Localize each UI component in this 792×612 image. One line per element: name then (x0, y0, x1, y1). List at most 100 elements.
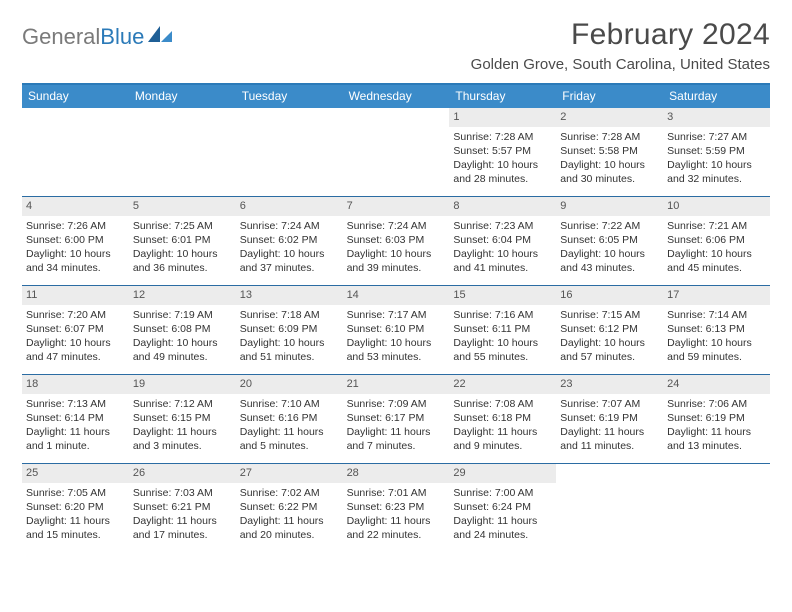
calendar-day: 15Sunrise: 7:16 AMSunset: 6:11 PMDayligh… (449, 286, 556, 374)
sunset-line: Sunset: 5:58 PM (560, 144, 659, 158)
daylight-line: Daylight: 11 hours and 3 minutes. (133, 425, 232, 453)
header-row: GeneralBlue February 2024 Golden Grove, … (22, 18, 770, 73)
day-number: 5 (129, 197, 236, 216)
sunrise-line: Sunrise: 7:00 AM (453, 486, 552, 500)
sunset-line: Sunset: 6:02 PM (240, 233, 339, 247)
day-number: 25 (22, 464, 129, 483)
daylight-line: Daylight: 10 hours and 53 minutes. (347, 336, 446, 364)
calendar-day: 9Sunrise: 7:22 AMSunset: 6:05 PMDaylight… (556, 197, 663, 285)
sunset-line: Sunset: 6:17 PM (347, 411, 446, 425)
calendar-day: 13Sunrise: 7:18 AMSunset: 6:09 PMDayligh… (236, 286, 343, 374)
sunset-line: Sunset: 6:04 PM (453, 233, 552, 247)
sunset-line: Sunset: 6:03 PM (347, 233, 446, 247)
weeks-container: 1Sunrise: 7:28 AMSunset: 5:57 PMDaylight… (22, 108, 770, 552)
day-number: 17 (663, 286, 770, 305)
day-number: 23 (556, 375, 663, 394)
sunrise-line: Sunrise: 7:07 AM (560, 397, 659, 411)
sunrise-line: Sunrise: 7:19 AM (133, 308, 232, 322)
weekday-monday: Monday (129, 85, 236, 108)
day-number: 7 (343, 197, 450, 216)
location-subtitle: Golden Grove, South Carolina, United Sta… (471, 56, 770, 73)
weekday-friday: Friday (556, 85, 663, 108)
calendar-day: 1Sunrise: 7:28 AMSunset: 5:57 PMDaylight… (449, 108, 556, 196)
calendar-day: 2Sunrise: 7:28 AMSunset: 5:58 PMDaylight… (556, 108, 663, 196)
calendar-day: 27Sunrise: 7:02 AMSunset: 6:22 PMDayligh… (236, 464, 343, 552)
sunset-line: Sunset: 6:23 PM (347, 500, 446, 514)
sunset-line: Sunset: 6:12 PM (560, 322, 659, 336)
sunrise-line: Sunrise: 7:02 AM (240, 486, 339, 500)
sunset-line: Sunset: 6:19 PM (560, 411, 659, 425)
daylight-line: Daylight: 10 hours and 51 minutes. (240, 336, 339, 364)
day-number: 1 (449, 108, 556, 127)
calendar-week: 25 Sunrise: 7:05 AMSunset: 6:20 PMDayligh… (22, 463, 770, 552)
brand-logo: GeneralBlue (22, 24, 174, 50)
calendar-empty-cell (22, 108, 129, 196)
sunrise-line: Sunrise: 7:20 AM (26, 308, 125, 322)
calendar-day: 18Sunrise: 7:13 AMSunset: 6:14 PMDayligh… (22, 375, 129, 463)
calendar-day: 5Sunrise: 7:25 AMSunset: 6:01 PMDaylight… (129, 197, 236, 285)
weekday-thursday: Thursday (449, 85, 556, 108)
month-title: February 2024 (471, 18, 770, 52)
day-number: 19 (129, 375, 236, 394)
calendar-empty-cell (343, 108, 450, 196)
daylight-line: Daylight: 11 hours and 5 minutes. (240, 425, 339, 453)
calendar-week: 18Sunrise: 7:13 AMSunset: 6:14 PMDayligh… (22, 374, 770, 463)
calendar-empty-cell (129, 108, 236, 196)
logo-text-general: General (22, 24, 100, 50)
weekday-tuesday: Tuesday (236, 85, 343, 108)
daylight-line: Daylight: 10 hours and 59 minutes. (667, 336, 766, 364)
day-number: 10 (663, 197, 770, 216)
daylight-line: Daylight: 11 hours and 13 minutes. (667, 425, 766, 453)
day-number: 18 (22, 375, 129, 394)
daylight-line: Daylight: 10 hours and 28 minutes. (453, 158, 552, 186)
calendar-empty-cell (556, 464, 663, 552)
sunrise-line: Sunrise: 7:15 AM (560, 308, 659, 322)
weekday-saturday: Saturday (663, 85, 770, 108)
sunset-line: Sunset: 6:18 PM (453, 411, 552, 425)
sunrise-line: Sunrise: 7:05 AM (26, 486, 125, 500)
daylight-line: Daylight: 10 hours and 32 minutes. (667, 158, 766, 186)
sunrise-line: Sunrise: 7:14 AM (667, 308, 766, 322)
daylight-line: Daylight: 11 hours and 15 minutes. (26, 514, 125, 542)
sunset-line: Sunset: 6:20 PM (26, 500, 125, 514)
sunrise-line: Sunrise: 7:16 AM (453, 308, 552, 322)
sunrise-line: Sunrise: 7:08 AM (453, 397, 552, 411)
day-number: 6 (236, 197, 343, 216)
calendar-day: 21Sunrise: 7:09 AMSunset: 6:17 PMDayligh… (343, 375, 450, 463)
sunrise-line: Sunrise: 7:17 AM (347, 308, 446, 322)
sunset-line: Sunset: 6:08 PM (133, 322, 232, 336)
calendar-day: 11Sunrise: 7:20 AMSunset: 6:07 PMDayligh… (22, 286, 129, 374)
day-number: 21 (343, 375, 450, 394)
sunset-line: Sunset: 6:09 PM (240, 322, 339, 336)
sunset-line: Sunset: 6:06 PM (667, 233, 766, 247)
calendar-day: 16Sunrise: 7:15 AMSunset: 6:12 PMDayligh… (556, 286, 663, 374)
day-number: 13 (236, 286, 343, 305)
sunset-line: Sunset: 6:21 PM (133, 500, 232, 514)
daylight-line: Daylight: 10 hours and 43 minutes. (560, 247, 659, 275)
logo-text-blue: Blue (100, 24, 144, 50)
sunset-line: Sunset: 6:16 PM (240, 411, 339, 425)
sunset-line: Sunset: 5:59 PM (667, 144, 766, 158)
calendar-day: 19Sunrise: 7:12 AMSunset: 6:15 PMDayligh… (129, 375, 236, 463)
daylight-line: Daylight: 10 hours and 45 minutes. (667, 247, 766, 275)
calendar-page: GeneralBlue February 2024 Golden Grove, … (0, 0, 792, 552)
day-number: 29 (449, 464, 556, 483)
title-block: February 2024 Golden Grove, South Caroli… (471, 18, 770, 73)
daylight-line: Daylight: 10 hours and 34 minutes. (26, 247, 125, 275)
sunset-line: Sunset: 6:24 PM (453, 500, 552, 514)
calendar-day: 25 Sunrise: 7:05 AMSunset: 6:20 PMDayligh… (22, 464, 129, 552)
sunrise-line: Sunrise: 7:22 AM (560, 219, 659, 233)
day-number: 11 (22, 286, 129, 305)
calendar-day: 14Sunrise: 7:17 AMSunset: 6:10 PMDayligh… (343, 286, 450, 374)
sunset-line: Sunset: 6:11 PM (453, 322, 552, 336)
weekday-wednesday: Wednesday (343, 85, 450, 108)
calendar-day: 24Sunrise: 7:06 AMSunset: 6:19 PMDayligh… (663, 375, 770, 463)
day-number: 16 (556, 286, 663, 305)
sunrise-line: Sunrise: 7:28 AM (453, 130, 552, 144)
weekday-sunday: Sunday (22, 85, 129, 108)
daylight-line: Daylight: 10 hours and 30 minutes. (560, 158, 659, 186)
calendar-day: 3Sunrise: 7:27 AMSunset: 5:59 PMDaylight… (663, 108, 770, 196)
sunset-line: Sunset: 6:00 PM (26, 233, 125, 247)
day-number: 20 (236, 375, 343, 394)
sunrise-line: Sunrise: 7:24 AM (240, 219, 339, 233)
